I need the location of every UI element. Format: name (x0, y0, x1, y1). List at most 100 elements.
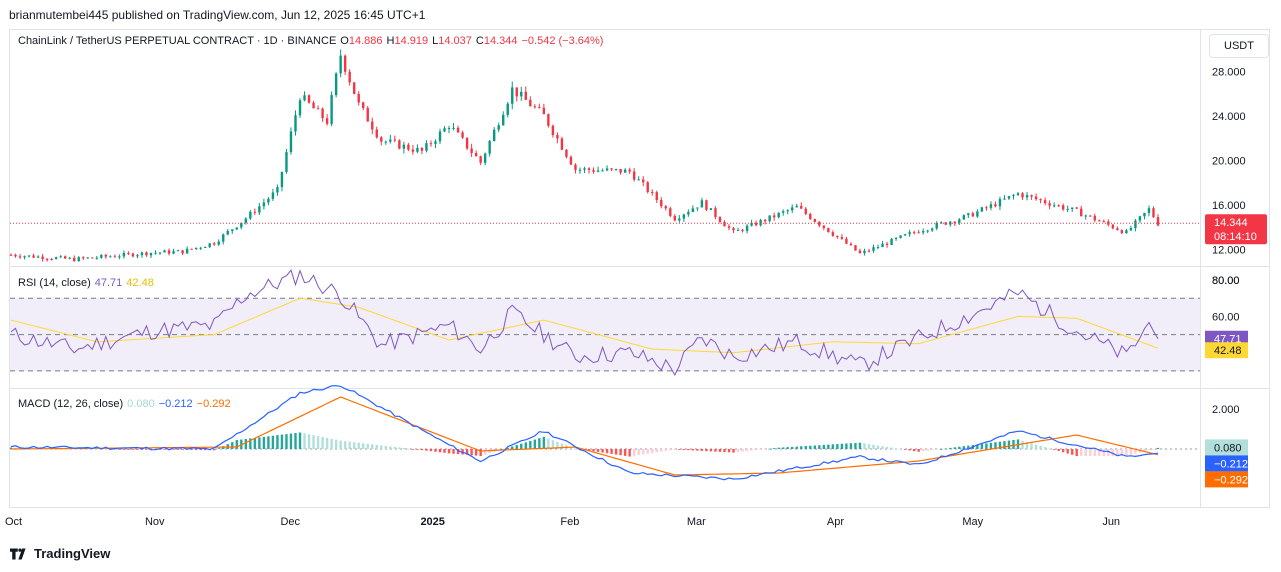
candle-body (348, 71, 351, 83)
macd-histogram-bar (1156, 447, 1160, 449)
candle-body (194, 247, 198, 250)
hist-badge (1205, 439, 1248, 456)
macd-histogram-bar (483, 449, 487, 455)
price-tick-label: 16.000 (1212, 200, 1246, 212)
time-tick-label: Jun (1102, 516, 1120, 528)
macd-histogram-bar (529, 440, 532, 449)
low-label: L (432, 35, 439, 47)
candle-body (334, 73, 338, 96)
macd-histogram-bar (289, 433, 293, 449)
candle-body (158, 252, 162, 254)
macd-histogram-bar (271, 435, 275, 449)
candle-body (596, 170, 600, 172)
candle-body (651, 191, 654, 193)
candle-body (741, 229, 744, 231)
macd-histogram-bar (231, 442, 234, 449)
macd-histogram-bar (976, 444, 979, 449)
macd-histogram-bar (420, 449, 424, 451)
macd-histogram-bar (343, 441, 347, 449)
candle-body (190, 248, 193, 250)
candle-body (1021, 193, 1024, 198)
macd-histogram-bar (366, 443, 369, 449)
time-tick-label: Mar (687, 516, 706, 528)
macd-histogram-bar (912, 449, 916, 452)
macd-histogram-bar (389, 446, 392, 449)
macd-histogram-bar (434, 449, 437, 452)
candle-body (461, 132, 464, 138)
candle-body (1071, 207, 1074, 209)
candle-body (325, 118, 329, 124)
candle-body (831, 232, 835, 236)
price-legend: ChainLink / TetherUS PERPETUAL CONTRACT … (18, 35, 607, 47)
candle-body (36, 256, 40, 258)
macd-histogram-group (9, 432, 1160, 457)
macd-histogram-bar (894, 448, 898, 450)
macd-histogram-bar (709, 449, 713, 452)
macd-histogram-bar (127, 449, 130, 450)
candle-body (953, 221, 956, 223)
candle-body (958, 219, 961, 223)
candle-body (240, 222, 243, 228)
candle-body (921, 231, 925, 233)
candle-body (1098, 220, 1101, 222)
macd-histogram-bar (136, 449, 139, 450)
macd-histogram-bar (601, 449, 604, 453)
candle-body (903, 234, 907, 236)
candle-body (50, 259, 53, 261)
candle-body (709, 208, 713, 210)
macd-histogram-bar (840, 443, 844, 449)
macd-histogram-bar (1039, 445, 1042, 449)
time-tick-label: Dec (280, 516, 300, 528)
candle-body (1120, 230, 1124, 234)
candle-body (118, 256, 121, 258)
candle-body (443, 128, 446, 132)
candle-body (1152, 208, 1155, 218)
candle-body (1016, 193, 1020, 196)
candle-body (560, 138, 564, 150)
candle-body (465, 137, 469, 149)
candle-body (894, 237, 898, 239)
macd-histogram-bar (953, 447, 956, 449)
macd-histogram-bar (655, 449, 658, 453)
macd-histogram-bar (890, 447, 893, 449)
rsi-ma-line (10, 297, 1159, 354)
candle-body (772, 215, 776, 218)
macd-histogram-bar (949, 447, 952, 449)
candle-body (1102, 221, 1106, 223)
candle-body (366, 108, 369, 122)
macd-histogram-bar (556, 441, 559, 449)
macd-histogram-bar (1034, 444, 1038, 449)
candle-body (420, 147, 424, 151)
candle-body (1156, 217, 1160, 226)
candle-body (208, 243, 211, 247)
candle-body (18, 256, 22, 258)
candle-body (1084, 215, 1087, 217)
rsi-ma-value: 42.48 (126, 277, 154, 289)
candle-body (411, 149, 415, 152)
macd-histogram-bar (587, 449, 591, 451)
rsi-tick-label: 80.00 (1212, 275, 1240, 287)
currency-button[interactable]: USDT (1209, 34, 1269, 58)
macd-histogram-bar (199, 449, 202, 451)
candle-body (434, 141, 437, 144)
candle-body (1039, 199, 1042, 201)
candle-body (614, 169, 618, 171)
macd-histogram-bar (931, 449, 934, 451)
macd-histogram-bar (1007, 440, 1011, 449)
macd-histogram-bar (940, 448, 943, 450)
candle-body (1030, 195, 1033, 197)
macd-histogram-bar (524, 442, 527, 449)
candle-body (1075, 207, 1078, 209)
macd-histogram-bar (854, 442, 857, 449)
macd-histogram-bar (637, 449, 640, 456)
candle-body (524, 91, 527, 100)
candle-body (54, 257, 58, 260)
price-badge (1205, 214, 1267, 245)
candle-body (73, 257, 76, 262)
time-tick-label: Apr (827, 516, 844, 528)
candle-body (556, 135, 559, 139)
candle-body (407, 144, 410, 150)
macd-histogram-bar (1125, 449, 1128, 456)
macd-histogram-bar (456, 449, 460, 455)
